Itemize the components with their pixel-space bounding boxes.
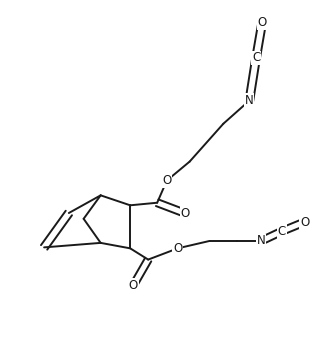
Text: O: O [162,174,171,187]
Text: N: N [257,235,266,247]
Text: C: C [252,51,260,64]
Text: O: O [180,207,190,220]
Text: C: C [278,225,286,238]
Text: O: O [129,279,138,292]
Text: O: O [258,16,267,29]
Text: N: N [245,94,254,107]
Text: O: O [173,242,182,255]
Text: O: O [300,216,309,228]
